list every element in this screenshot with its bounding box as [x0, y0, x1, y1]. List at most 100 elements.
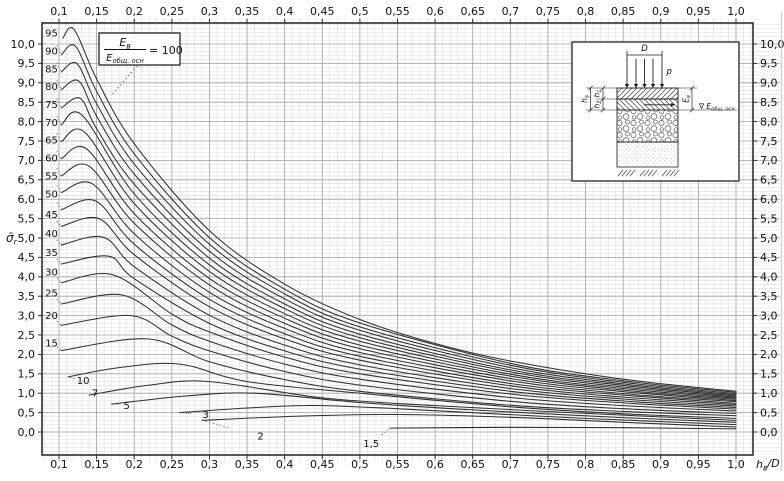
y-tick-label-right: 8,0 [760, 115, 778, 128]
y-tick-label-right: 3,0 [760, 309, 778, 322]
curve-leader-40 [56, 239, 62, 246]
legend-value: = 100 [149, 44, 183, 57]
curve-20 [60, 314, 737, 414]
load-arrow-shafts [626, 58, 663, 85]
curve-leader-90 [56, 62, 62, 73]
curve-leader-45 [56, 220, 62, 227]
y-tick-label-left: 7,5 [18, 135, 36, 148]
curve-label-45: 45 [45, 210, 58, 221]
curve-leader-7 [88, 393, 92, 396]
x-axis-title: hв/D [756, 457, 780, 473]
x-tick-label-top: 0,75 [536, 5, 561, 18]
x-tick-label-bottom: 0,55 [385, 458, 410, 471]
y-tick-label-right: 7,5 [760, 135, 778, 148]
y-tick-label-right: 9,0 [760, 77, 778, 90]
curve-80 [60, 97, 737, 397]
curve-65 [60, 146, 737, 400]
curve-label-80: 80 [45, 82, 58, 93]
x-tick-label-top: 0,2 [125, 5, 143, 18]
x-tick-label-bottom: 0,1 [50, 458, 68, 471]
curve-label-1,5: 1,5 [363, 439, 379, 450]
curve-label-40: 40 [45, 229, 58, 240]
inset-diagram: D p h1 h2 hв Eв ∇ Eобщ. осн [571, 41, 740, 182]
curves [60, 27, 737, 430]
curve-leader-2 [201, 419, 229, 428]
y-tick-label-right: 8,5 [760, 96, 778, 109]
x-tick-label-top: 0,6 [426, 5, 444, 18]
curve-label-55: 55 [45, 171, 58, 182]
curve-30 [60, 273, 737, 410]
curve-leaders [56, 44, 391, 436]
x-tick-label-top: 1,0 [727, 5, 745, 18]
axis-ticks [38, 19, 757, 459]
x-tick-label-bottom: 0,5 [351, 458, 369, 471]
y-tick-label-right: 4,5 [760, 251, 778, 264]
x-tick-label-top: 0,9 [652, 5, 670, 18]
legend-box: Eв Eобщ. осн = 100 [98, 32, 183, 97]
y-tick-label-left: 3,0 [18, 309, 36, 322]
y-tick-label-left: 5,5 [18, 212, 36, 225]
x-tick-label-top: 0,3 [201, 5, 219, 18]
rubble-layer [616, 109, 679, 143]
x-tick-label-bottom: 0,6 [426, 458, 444, 471]
curve-leader-60 [56, 167, 62, 177]
curve-75 [60, 111, 737, 398]
curve-label-2: 2 [257, 431, 263, 442]
y-tick-label-right: 2,5 [760, 329, 778, 342]
x-tick-label-bottom: 1,0 [727, 458, 745, 471]
curve-55 [60, 181, 737, 403]
curve-label-15: 15 [45, 338, 58, 349]
curve-2 [201, 413, 737, 428]
x-tick-label-bottom: 0,8 [577, 458, 595, 471]
y-tick-label-right: 1,5 [760, 368, 778, 381]
y-tick-label-left: 6,0 [18, 193, 36, 206]
curve-70 [60, 128, 737, 399]
y-tick-label-right: 2,0 [760, 348, 778, 361]
dimension-slash-ticks-right [689, 85, 695, 113]
x-tick-label-bottom: 0,4 [276, 458, 294, 471]
y-tick-label-left: 10,0 [11, 38, 36, 51]
curve-25 [60, 293, 737, 412]
curve-labels: 9590858075706560555045403530252015107532… [45, 29, 379, 451]
y-tick-label-right: 6,5 [760, 174, 778, 187]
curve-label-75: 75 [45, 100, 58, 111]
ground-hatching [617, 169, 680, 177]
y-tick-label-left: 1,5 [18, 368, 36, 381]
y-tick-label-left: 4,0 [18, 271, 36, 284]
y-tick-label-left: 0,5 [18, 406, 36, 419]
curve-leader-65 [56, 150, 62, 160]
width-dimension-ticks [626, 50, 663, 60]
curve-label-7: 7 [92, 389, 98, 400]
curve-label-85: 85 [45, 64, 58, 75]
x-tick-label-bottom: 0,75 [536, 458, 561, 471]
curve-leader-20 [56, 320, 62, 326]
x-tick-label-bottom: 0,7 [502, 458, 520, 471]
x-tick-label-top: 0,65 [460, 5, 485, 18]
y-tick-label-right: 0,5 [760, 406, 778, 419]
curve-leader-30 [56, 277, 62, 283]
curve-60 [60, 163, 737, 402]
curve-label-10: 10 [77, 376, 90, 387]
y-tick-label-right: 4,0 [760, 271, 778, 284]
load-arrows [624, 58, 665, 88]
curve-10 [67, 362, 737, 419]
dimension-extension-lines-right [677, 87, 738, 111]
axis-tick-labels: 0,1 0,1 0,15 0,15 0,2 0,2 0,25 0,25 0,3 0,3 0,35 0,… [11, 5, 784, 471]
sand-layer [616, 141, 679, 168]
x-tick-label-top: 0,25 [160, 5, 185, 18]
curve-label-65: 65 [45, 136, 58, 147]
x-tick-label-top: 0,1 [50, 5, 68, 18]
y-tick-label-right: 9,5 [760, 57, 778, 70]
curve-label-70: 70 [45, 118, 58, 129]
y-tick-label-right: 5,0 [760, 232, 778, 245]
x-tick-label-top: 0,35 [235, 5, 260, 18]
curve-3 [178, 404, 737, 426]
curve-label-60: 60 [45, 154, 58, 165]
y-tick-label-left: 6,5 [18, 174, 36, 187]
y-tick-label-left: 5,0 [18, 232, 36, 245]
slab-upper-layer [616, 87, 679, 100]
x-tick-label-top: 0,5 [351, 5, 369, 18]
curve-leader-35 [56, 258, 62, 265]
curve-leader-85 [56, 80, 62, 90]
